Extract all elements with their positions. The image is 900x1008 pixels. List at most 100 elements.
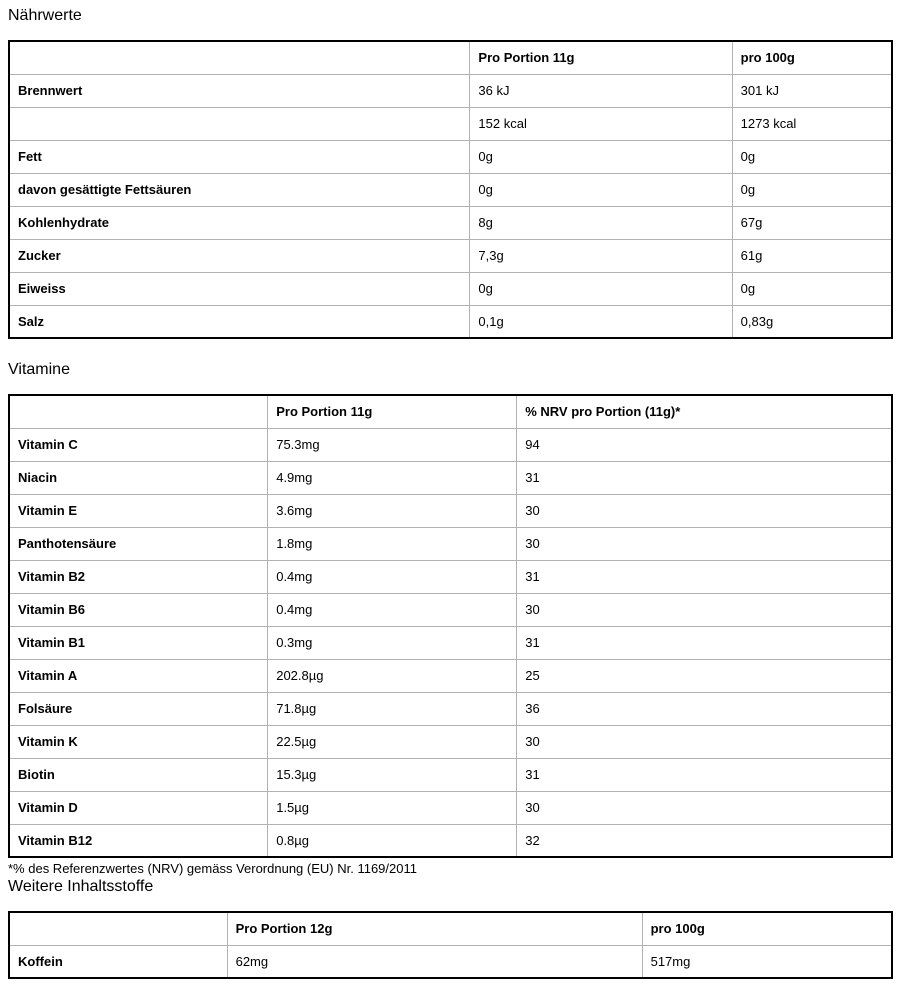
- nrv-footnote: *% des Referenzwertes (NRV) gemäss Veror…: [8, 861, 417, 876]
- column-header: Pro Portion 11g: [469, 40, 733, 75]
- value-cell: 31: [516, 625, 893, 660]
- value-cell: 71.8µg: [267, 691, 518, 726]
- value-cell: 0g: [731, 139, 893, 174]
- value-cell: 15.3µg: [267, 757, 518, 792]
- value-cell: 1.5µg: [267, 790, 518, 825]
- row-label: Brennwert: [8, 73, 471, 108]
- row-label: Panthotensäure: [8, 526, 269, 561]
- row-label: Vitamin B6: [8, 592, 269, 627]
- table-row: Fett 0g 0g: [8, 139, 893, 174]
- value-cell: 517mg: [641, 944, 893, 979]
- column-header: pro 100g: [641, 911, 893, 946]
- value-cell: 94: [516, 427, 893, 462]
- value-cell: 75.3mg: [267, 427, 518, 462]
- value-cell: 301 kJ: [731, 73, 893, 108]
- row-label: Vitamin D: [8, 790, 269, 825]
- table-row: Salz 0,1g 0,83g: [8, 304, 893, 339]
- row-label: Vitamin B2: [8, 559, 269, 594]
- section-title-vitamine: Vitamine: [8, 361, 70, 378]
- value-cell: 0,1g: [469, 304, 733, 339]
- row-label: Niacin: [8, 460, 269, 495]
- row-label: [8, 106, 471, 141]
- value-cell: 152 kcal: [469, 106, 733, 141]
- column-header: Pro Portion 12g: [226, 911, 643, 946]
- table-header-row: Pro Portion 11g% NRV pro Portion (11g)*: [8, 394, 893, 429]
- value-cell: 3.6mg: [267, 493, 518, 528]
- value-cell: 62mg: [226, 944, 643, 979]
- section-weitere-inhaltsstoffe: Weitere Inhaltsstoffe Pro Portion 12g pro…: [8, 877, 893, 979]
- value-cell: 30: [516, 592, 893, 627]
- table-row: Kohlenhydrate 8g 67g: [8, 205, 893, 240]
- value-cell: 30: [516, 493, 893, 528]
- table-row: Panthotensäure 1.8mg 30: [8, 526, 893, 561]
- weitere-inhaltsstoffe-table: Pro Portion 12g pro 100g Koffein 62mg 517mg: [8, 911, 893, 979]
- row-label: Koffein: [8, 944, 228, 979]
- value-cell: 1273 kcal: [731, 106, 893, 141]
- table-row: Vitamin B1 0.3mg 31: [8, 625, 893, 660]
- value-cell: 0g: [469, 139, 733, 174]
- value-cell: 30: [516, 526, 893, 561]
- table-row: Vitamin B6 0.4mg 30: [8, 592, 893, 627]
- vitamine-table: Pro Portion 11g% NRV pro Portion (11g)* V…: [8, 394, 893, 858]
- table-row: Biotin 15.3µg 31: [8, 757, 893, 792]
- table-row: Vitamin A 202.8µg 25: [8, 658, 893, 693]
- section-naehrwerte: Nährwerte Pro Portion 11g pro 100g Brennwe…: [8, 6, 893, 339]
- table-row: Vitamin D 1.5µg 30: [8, 790, 893, 825]
- value-cell: 30: [516, 790, 893, 825]
- row-label: Vitamin B12: [8, 823, 269, 858]
- value-cell: 0g: [731, 172, 893, 207]
- value-cell: 25: [516, 658, 893, 693]
- table-row: Brennwert 36 kJ 301 kJ: [8, 73, 893, 108]
- value-cell: 30: [516, 724, 893, 759]
- value-cell: 0g: [731, 271, 893, 306]
- value-cell: 202.8µg: [267, 658, 518, 693]
- table-row: Eiweiss 0g 0g: [8, 271, 893, 306]
- value-cell: 0,83g: [731, 304, 893, 339]
- value-cell: 7,3g: [469, 238, 733, 273]
- value-cell: 0g: [469, 271, 733, 306]
- value-cell: 61g: [731, 238, 893, 273]
- section-title-weitere-inhaltsstoffe: Weitere Inhaltsstoffe: [8, 878, 154, 895]
- row-label: Biotin: [8, 757, 269, 792]
- row-label: Fett: [8, 139, 471, 174]
- row-label: Salz: [8, 304, 471, 339]
- value-cell: 31: [516, 559, 893, 594]
- row-label: Vitamin C: [8, 427, 269, 462]
- row-label: Vitamin B1: [8, 625, 269, 660]
- value-cell: 32: [516, 823, 893, 858]
- row-label: Zucker: [8, 238, 471, 273]
- naehrwerte-table: Pro Portion 11g pro 100g Brennwert 36 kJ 301…: [8, 40, 893, 339]
- value-cell: 22.5µg: [267, 724, 518, 759]
- value-cell: 0.8µg: [267, 823, 518, 858]
- section-title-naehrwerte: Nährwerte: [8, 7, 82, 24]
- table-header-row: Pro Portion 11g pro 100g: [8, 40, 893, 75]
- column-header: % NRV pro Portion (11g)*: [516, 394, 893, 429]
- value-cell: 0.3mg: [267, 625, 518, 660]
- table-row: davon gesättigte Fettsäuren 0g 0g: [8, 172, 893, 207]
- column-header: [8, 394, 269, 429]
- table-row: Vitamin C 75.3mg 94: [8, 427, 893, 462]
- table-row: Vitamin B2 0.4mg 31: [8, 559, 893, 594]
- value-cell: 1.8mg: [267, 526, 518, 561]
- section-vitamine: Vitamine Pro Portion 11g% NRV pro Portio…: [8, 360, 893, 877]
- value-cell: 31: [516, 757, 893, 792]
- table-row: Vitamin K 22.5µg 30: [8, 724, 893, 759]
- row-label: Folsäure: [8, 691, 269, 726]
- table-row: Koffein 62mg 517mg: [8, 944, 893, 979]
- table-row: 152 kcal 1273 kcal: [8, 106, 893, 141]
- value-cell: 0.4mg: [267, 592, 518, 627]
- table-row: Vitamin E 3.6mg 30: [8, 493, 893, 528]
- row-label: davon gesättigte Fettsäuren: [8, 172, 471, 207]
- table-row: Zucker 7,3g 61g: [8, 238, 893, 273]
- value-cell: 0.4mg: [267, 559, 518, 594]
- value-cell: 8g: [469, 205, 733, 240]
- row-label: Vitamin A: [8, 658, 269, 693]
- table-row: Folsäure 71.8µg 36: [8, 691, 893, 726]
- row-label: Vitamin E: [8, 493, 269, 528]
- table-row: Vitamin B12 0.8µg 32: [8, 823, 893, 858]
- value-cell: 67g: [731, 205, 893, 240]
- column-header: [8, 911, 228, 946]
- row-label: Eiweiss: [8, 271, 471, 306]
- row-label: Kohlenhydrate: [8, 205, 471, 240]
- table-header-row: Pro Portion 12g pro 100g: [8, 911, 893, 946]
